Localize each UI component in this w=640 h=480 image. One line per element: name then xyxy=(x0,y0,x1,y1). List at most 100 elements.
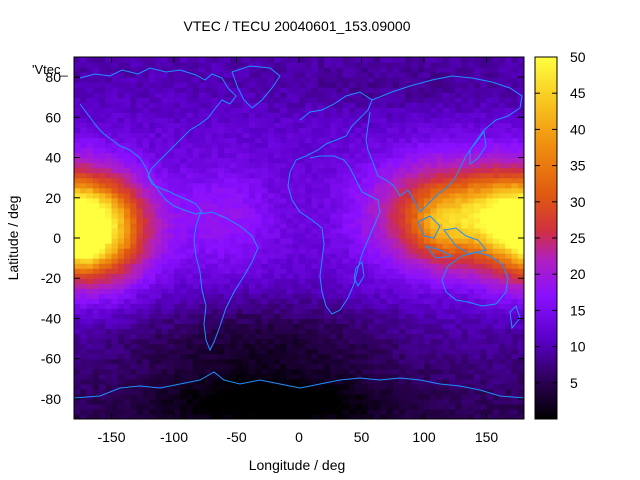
heatmap-cell xyxy=(499,363,506,370)
heatmap-cell xyxy=(492,167,500,174)
heatmap-cell xyxy=(242,318,250,325)
heatmap-cell xyxy=(311,72,319,78)
heatmap-cell xyxy=(136,393,144,400)
heatmap-cell xyxy=(392,403,400,410)
heatmap-cell xyxy=(324,117,331,123)
heatmap-cell xyxy=(411,363,419,370)
heatmap-cell xyxy=(142,172,150,179)
heatmap-cell xyxy=(474,303,481,309)
heatmap-cell xyxy=(230,142,238,149)
heatmap-cell xyxy=(349,238,356,244)
heatmap-cell xyxy=(92,358,100,365)
heatmap-cell xyxy=(255,283,263,289)
heatmap-cell xyxy=(311,258,319,264)
heatmap-cell xyxy=(299,87,306,93)
heatmap-cell xyxy=(411,353,419,360)
heatmap-cell xyxy=(499,232,506,239)
heatmap-cell xyxy=(492,127,500,134)
heatmap-cell xyxy=(474,318,481,325)
heatmap-cell xyxy=(199,398,206,405)
heatmap-cell xyxy=(467,177,475,184)
heatmap-cell xyxy=(374,398,381,405)
heatmap-cell xyxy=(149,177,156,184)
heatmap-cell xyxy=(74,217,81,224)
heatmap-cell xyxy=(149,217,156,224)
heatmap-cell xyxy=(211,197,219,204)
heatmap-cell xyxy=(430,358,438,365)
heatmap-cell xyxy=(74,97,81,103)
heatmap-cell xyxy=(149,222,156,229)
heatmap-cell xyxy=(211,232,219,239)
heatmap-cell xyxy=(392,313,400,320)
heatmap-cell xyxy=(242,253,250,259)
heatmap-cell xyxy=(367,373,375,380)
heatmap-cell xyxy=(467,298,475,304)
heatmap-cell xyxy=(511,318,519,325)
heatmap-cell xyxy=(180,258,188,264)
heatmap-cell xyxy=(367,112,375,118)
heatmap-cell xyxy=(299,273,306,279)
heatmap-cell xyxy=(136,373,144,380)
heatmap-cell xyxy=(436,373,444,380)
heatmap-cell xyxy=(180,222,188,229)
heatmap-cell xyxy=(355,217,363,224)
heatmap-cell xyxy=(161,142,169,149)
heatmap-cell xyxy=(149,77,156,83)
heatmap-cell xyxy=(167,122,175,128)
heatmap-cell xyxy=(180,393,188,400)
heatmap-cell xyxy=(317,288,325,294)
heatmap-cell xyxy=(405,152,413,159)
heatmap-cell xyxy=(342,383,350,390)
heatmap-cell xyxy=(255,112,263,118)
heatmap-cell xyxy=(342,227,350,234)
heatmap-cell xyxy=(167,373,175,380)
heatmap-cell xyxy=(324,112,331,118)
heatmap-cell xyxy=(249,278,256,284)
heatmap-cell xyxy=(161,127,169,134)
heatmap-cell xyxy=(399,383,406,390)
heatmap-cell xyxy=(311,413,319,419)
heatmap-cell xyxy=(342,207,350,214)
heatmap-cell xyxy=(480,318,488,325)
heatmap-cell xyxy=(417,413,425,419)
heatmap-cell xyxy=(380,318,388,325)
heatmap-cell xyxy=(149,162,156,169)
heatmap-cell xyxy=(355,97,363,103)
heatmap-cell xyxy=(99,157,106,164)
heatmap-cell xyxy=(480,192,488,199)
heatmap-cell xyxy=(267,238,275,244)
heatmap-cell xyxy=(130,283,138,289)
heatmap-cell xyxy=(236,152,244,159)
heatmap-cell xyxy=(474,338,481,345)
heatmap-cell xyxy=(224,408,231,415)
heatmap-cell xyxy=(411,293,419,299)
heatmap-cell xyxy=(261,112,269,118)
heatmap-cell xyxy=(461,207,469,214)
heatmap-cell xyxy=(186,107,194,113)
heatmap-cell xyxy=(80,238,88,244)
heatmap-cell xyxy=(480,353,488,360)
heatmap-cell xyxy=(330,253,338,259)
heatmap-cell xyxy=(505,303,513,309)
heatmap-cell xyxy=(499,338,506,345)
heatmap-cell xyxy=(305,212,313,219)
heatmap-cell xyxy=(224,187,231,194)
heatmap-cell xyxy=(380,358,388,365)
heatmap-cell xyxy=(374,142,381,149)
heatmap-cell xyxy=(92,102,100,108)
heatmap-cell xyxy=(267,303,275,309)
heatmap-cell xyxy=(130,92,138,98)
heatmap-cell xyxy=(417,238,425,244)
heatmap-cell xyxy=(192,187,200,194)
heatmap-cell xyxy=(192,308,200,315)
heatmap-cell xyxy=(442,122,450,128)
heatmap-cell xyxy=(380,177,388,184)
heatmap-cell xyxy=(380,227,388,234)
heatmap-cell xyxy=(255,328,263,335)
heatmap-cell xyxy=(299,393,306,400)
heatmap-cell xyxy=(230,132,238,139)
heatmap-cell xyxy=(261,197,269,204)
heatmap-cell xyxy=(205,353,213,360)
heatmap-cell xyxy=(261,77,269,83)
heatmap-cell xyxy=(249,72,256,78)
